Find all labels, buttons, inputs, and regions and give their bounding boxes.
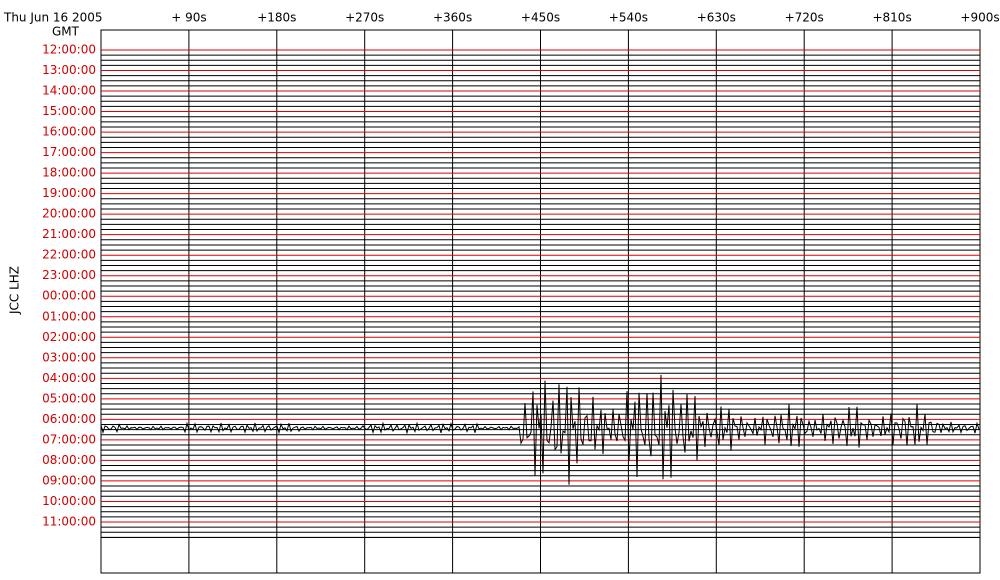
row-time-label: 02:00:00 bbox=[42, 330, 96, 344]
row-time-label: 16:00:00 bbox=[42, 125, 96, 139]
time-offset-label: + 90s bbox=[171, 11, 206, 25]
row-time-label: 21:00:00 bbox=[42, 227, 96, 241]
row-time-label: 00:00:00 bbox=[42, 289, 96, 303]
date-label: Thu Jun 16 2005 bbox=[3, 11, 103, 25]
row-time-label: 11:00:00 bbox=[42, 514, 96, 528]
time-offset-label: +360s bbox=[433, 11, 472, 25]
row-time-label: 18:00:00 bbox=[42, 166, 96, 180]
time-offset-label: +450s bbox=[521, 11, 560, 25]
row-time-label: 07:00:00 bbox=[42, 432, 96, 446]
timezone-label: GMT bbox=[52, 25, 80, 39]
row-time-label: 20:00:00 bbox=[42, 207, 96, 221]
time-offset-label: +540s bbox=[609, 11, 648, 25]
time-offset-label: +180s bbox=[257, 11, 296, 25]
row-time-label: 06:00:00 bbox=[42, 412, 96, 426]
time-offset-label: +720s bbox=[785, 11, 824, 25]
row-time-label: 09:00:00 bbox=[42, 473, 96, 487]
row-time-label: 15:00:00 bbox=[42, 104, 96, 118]
row-time-label: 10:00:00 bbox=[42, 494, 96, 508]
row-time-label: 19:00:00 bbox=[42, 186, 96, 200]
station-label: JCC LHZ bbox=[8, 266, 22, 315]
row-time-label: 13:00:00 bbox=[42, 63, 96, 77]
row-time-label: 03:00:00 bbox=[42, 350, 96, 364]
row-time-label: 12:00:00 bbox=[42, 43, 96, 57]
row-time-label: 01:00:00 bbox=[42, 309, 96, 323]
row-time-label: 04:00:00 bbox=[42, 371, 96, 385]
time-offset-label: +270s bbox=[345, 11, 384, 25]
row-time-label: 23:00:00 bbox=[42, 268, 96, 282]
row-time-label: 14:00:00 bbox=[42, 84, 96, 98]
row-time-label: 05:00:00 bbox=[42, 391, 96, 405]
time-offset-label: +630s bbox=[697, 11, 736, 25]
row-time-label: 08:00:00 bbox=[42, 453, 96, 467]
row-time-label: 17:00:00 bbox=[42, 145, 96, 159]
time-offset-label: +810s bbox=[872, 11, 911, 25]
time-offset-label: +900s bbox=[960, 11, 999, 25]
row-time-label: 22:00:00 bbox=[42, 248, 96, 262]
event-waveform bbox=[100, 374, 980, 485]
